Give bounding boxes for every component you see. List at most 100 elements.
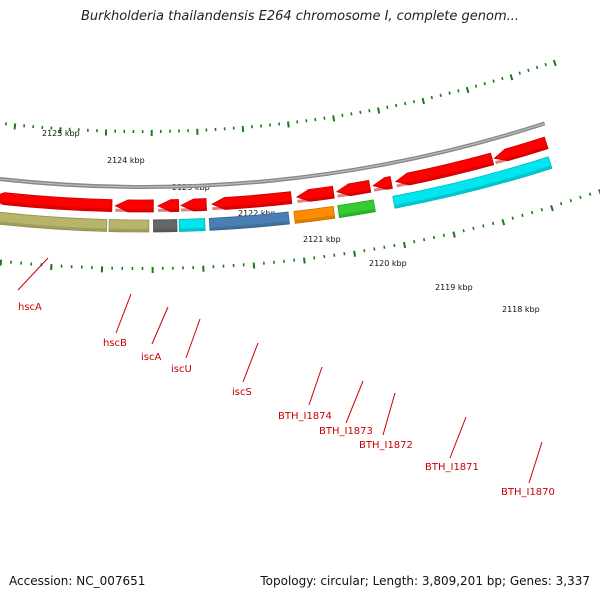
inner-ruler-tick [482, 224, 485, 228]
outer-ruler-tick [412, 100, 416, 104]
map-title: Burkholderia thailandensis E264 chromoso… [80, 9, 520, 24]
gene-feature [178, 218, 206, 232]
outer-ruler-tick [474, 84, 478, 88]
gene-feature [337, 199, 376, 219]
inner-ruler-tick [579, 195, 582, 200]
ruler-label: 2118 kbp [502, 305, 540, 314]
callout-line [151, 306, 169, 345]
gene-feature [394, 152, 495, 188]
callout-line [242, 342, 259, 383]
outer-ruler-tick [430, 95, 433, 100]
gene-callouts: hscA hscB iscA iscU iscS BTH_I1874 BTH_I1873 BT… [17, 257, 555, 498]
gene-callout: BTH_I1870 [501, 441, 555, 498]
inner-ruler-tick [521, 213, 524, 218]
gene-callout: hscA [17, 257, 49, 313]
gene-feature [295, 185, 335, 203]
inner-ruler-tick [559, 202, 563, 206]
outer-ruler-tick [448, 91, 451, 95]
callout-line [382, 392, 396, 436]
backbone-highlight [0, 122, 545, 188]
gene-callout: BTH_I1872 [359, 392, 413, 451]
gene-feature [108, 219, 150, 233]
gene-features [0, 136, 553, 233]
outer-ruler-tick [421, 97, 425, 105]
gene-feature [335, 179, 372, 198]
gene-feature [208, 211, 290, 231]
gene-label: hscB [103, 338, 127, 349]
outer-ruler-tick [518, 71, 521, 75]
inner-tick-ruler [0, 189, 600, 274]
backbone [0, 121, 546, 189]
gene-callout: BTH_I1871 [425, 416, 479, 473]
ruler-label: 2120 kbp [369, 259, 407, 268]
outer-tick-ruler [5, 59, 557, 136]
callout-line [115, 293, 132, 334]
callout-line [308, 366, 323, 406]
outer-ruler-tick [377, 107, 381, 114]
gene-feature [493, 136, 549, 165]
gene-feature [293, 205, 336, 224]
outer-ruler-tick [492, 79, 495, 83]
inner-ruler-tick [491, 221, 495, 226]
genome-summary-text: Topology: circular; Length: 3,809,201 bp… [260, 574, 590, 588]
outer-ruler-tick [241, 125, 245, 133]
inner-ruler-tick [383, 245, 386, 249]
gene-feature [392, 156, 553, 209]
gene-callout: iscU [171, 318, 201, 375]
inner-ruler-tick [413, 240, 416, 244]
inner-ruler-tick [432, 235, 436, 240]
gene-label: iscA [141, 352, 161, 363]
gene-label: BTH_I1870 [501, 487, 555, 498]
outer-ruler-tick [544, 62, 547, 67]
gene-label: BTH_I1872 [359, 440, 413, 451]
outer-ruler-tick [386, 105, 389, 109]
gene-feature [372, 176, 393, 192]
gene-label: BTH_I1873 [319, 426, 373, 437]
backbone-arc [0, 121, 546, 189]
inner-ruler-tick [472, 226, 475, 230]
inner-ruler-tick [303, 257, 306, 264]
ruler-label: 2122 kbp [238, 209, 276, 218]
ruler-label: 2125 kbp [42, 129, 80, 138]
outer-ruler-tick [350, 112, 353, 116]
accession-text: Accession: NC_007651 [9, 574, 146, 588]
outer-ruler-tick [287, 121, 290, 128]
gene-callout: hscB [103, 293, 132, 349]
inner-ruler-tick [598, 189, 600, 195]
inner-ruler-tick [569, 198, 573, 203]
gene-feature [180, 198, 207, 212]
inner-ruler-tick [540, 207, 544, 212]
gene-label: BTH_I1874 [278, 411, 332, 422]
gene-label: BTH_I1871 [425, 462, 479, 473]
outer-ruler-tick [368, 109, 371, 113]
inner-ruler-tick [343, 252, 346, 256]
inner-ruler-tick [353, 250, 356, 257]
ruler-label: 2119 kbp [435, 283, 473, 292]
outer-ruler-tick [404, 101, 407, 106]
inner-ruler-tick [0, 259, 3, 266]
inner-ruler-tick [452, 231, 456, 238]
outer-ruler-tick [527, 68, 530, 72]
gene-feature [0, 192, 113, 213]
callout-line [345, 380, 364, 424]
inner-ruler-tick [373, 247, 376, 251]
inner-ruler-tick [403, 241, 407, 249]
inner-ruler-tick [393, 243, 396, 248]
gene-callout: iscA [141, 306, 169, 363]
gene-feature [211, 191, 293, 211]
callout-line [449, 416, 467, 459]
gene-feature [114, 199, 154, 213]
inner-ruler-tick [530, 210, 534, 215]
outer-ruler-tick [439, 93, 442, 98]
gene-callout: BTH_I1874 [278, 366, 332, 422]
inner-ruler-tick [363, 249, 366, 253]
outer-ruler-tick [509, 74, 514, 81]
ruler-label: 2124 kbp [107, 156, 145, 165]
outer-ruler-tick [501, 76, 504, 81]
inner-ruler-tick [550, 204, 554, 212]
inner-ruler-tick [588, 192, 592, 196]
callout-line [17, 257, 49, 291]
inner-ruler-tick [423, 237, 426, 242]
gene-label: iscU [171, 364, 192, 375]
